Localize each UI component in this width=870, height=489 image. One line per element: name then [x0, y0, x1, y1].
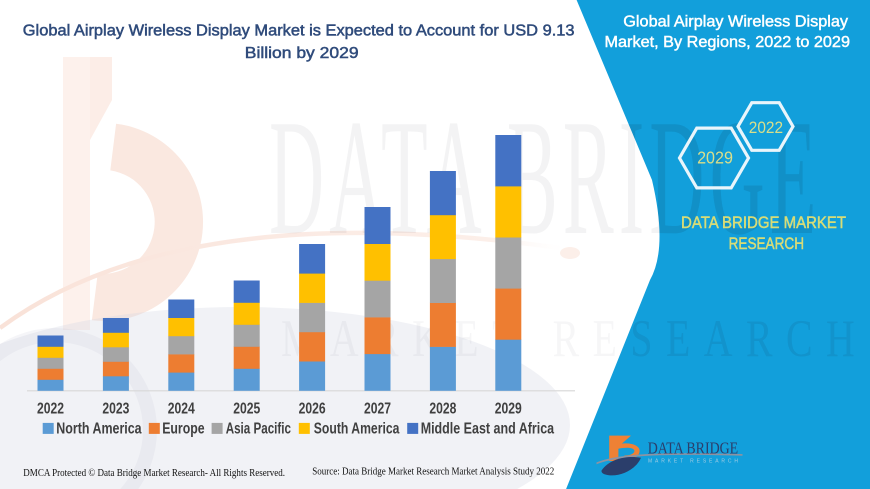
svg-text:2026: 2026 [299, 401, 326, 418]
svg-text:2029: 2029 [697, 148, 733, 168]
svg-text:DATA BRIDGE MARKET: DATA BRIDGE MARKET [681, 213, 846, 232]
svg-text:DATA BRIDGE: DATA BRIDGE [269, 85, 816, 269]
svg-text:Asia Pacific: Asia Pacific [226, 421, 292, 438]
svg-text:Market, By Regions, 2022 to 20: Market, By Regions, 2022 to 2029 [605, 34, 851, 51]
svg-text:Global Airplay Wireless Displa: Global Airplay Wireless Display Market i… [23, 23, 575, 40]
svg-text:Source: Data Bridge Market Res: Source: Data Bridge Market Research Mark… [312, 466, 554, 478]
svg-text:North America: North America [56, 421, 142, 438]
svg-text:2024: 2024 [168, 401, 195, 418]
svg-text:DATA BRIDGE: DATA BRIDGE [648, 439, 739, 458]
svg-text:2023: 2023 [102, 401, 129, 418]
svg-text:South America: South America [314, 421, 400, 438]
svg-text:RESEARCH: RESEARCH [729, 234, 804, 253]
svg-text:Global Airplay Wireless Displa: Global Airplay Wireless Display [623, 14, 848, 31]
svg-text:Europe: Europe [162, 421, 204, 438]
svg-text:2028: 2028 [429, 401, 456, 418]
svg-text:2022: 2022 [749, 119, 783, 137]
svg-text:2029: 2029 [495, 401, 522, 418]
svg-text:2027: 2027 [364, 401, 391, 418]
svg-text:Billion by 2029: Billion by 2029 [245, 45, 359, 62]
svg-text:2025: 2025 [233, 401, 260, 418]
svg-text:DMCA Protected © Data Bridge M: DMCA Protected © Data Bridge Market Rese… [23, 467, 285, 479]
svg-text:MARKET RESEARCH: MARKET RESEARCH [648, 458, 738, 464]
svg-text:2022: 2022 [37, 401, 64, 418]
svg-text:Middle East and Africa: Middle East and Africa [421, 421, 555, 438]
